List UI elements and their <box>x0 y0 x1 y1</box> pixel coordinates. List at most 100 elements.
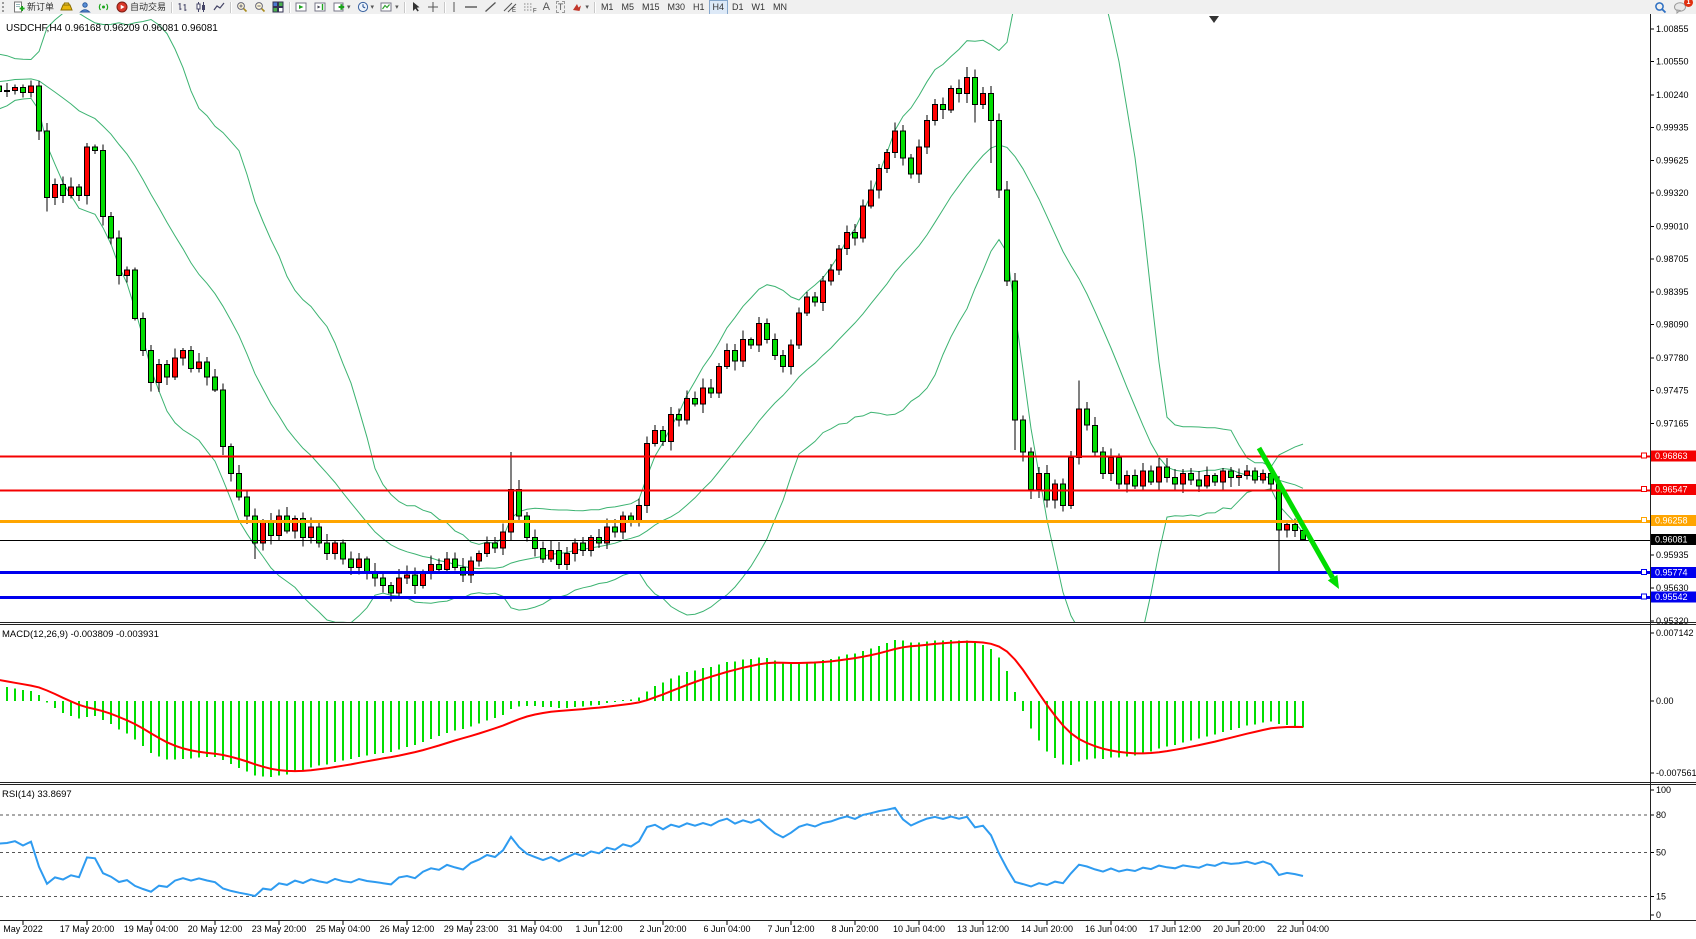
dropdown-caret-icon: ▾ <box>395 1 399 14</box>
crosshair-icon <box>427 1 439 13</box>
autotrading-button[interactable]: 自动交易 <box>113 0 169 15</box>
svg-text:0.99625: 0.99625 <box>1656 156 1689 166</box>
svg-text:23 May 20:00: 23 May 20:00 <box>252 924 307 934</box>
timeframe-m30-button[interactable]: M30 <box>663 0 689 15</box>
timeframe-w1-button[interactable]: W1 <box>748 0 770 15</box>
svg-text:0.00: 0.00 <box>1656 696 1674 706</box>
svg-text:2 Jun 20:00: 2 Jun 20:00 <box>639 924 686 934</box>
zoom-in-button[interactable] <box>233 0 251 15</box>
channel-tag: E <box>512 8 516 13</box>
svg-text:26 May 12:00: 26 May 12:00 <box>380 924 435 934</box>
timeframe-h4-button[interactable]: H4 <box>709 0 729 15</box>
timeframe-m1-button[interactable]: M1 <box>597 0 618 15</box>
signals-button[interactable] <box>94 0 113 15</box>
svg-text:1.00855: 1.00855 <box>1656 24 1689 34</box>
svg-text:10 Jun 04:00: 10 Jun 04:00 <box>893 924 945 934</box>
text-tool-button[interactable]: A <box>540 0 553 15</box>
zoom-in-icon <box>236 1 248 13</box>
svg-text:20 May 12:00: 20 May 12:00 <box>188 924 243 934</box>
svg-text:0.007142: 0.007142 <box>1656 628 1694 638</box>
autoscroll-button[interactable] <box>292 0 311 15</box>
autotrading-label: 自动交易 <box>130 1 166 14</box>
chart-title: USDCHF,H4 0.96168 0.96209 0.96081 0.9608… <box>6 23 218 34</box>
channel-button[interactable]: E <box>500 0 520 15</box>
timeframe-m15-button[interactable]: M15 <box>638 0 664 15</box>
svg-text:13 Jun 12:00: 13 Jun 12:00 <box>957 924 1009 934</box>
toolbar-separator <box>171 2 172 13</box>
svg-text:0.99010: 0.99010 <box>1656 221 1689 231</box>
chart-window[interactable]: USDCHF,H4 0.96168 0.96209 0.96081 0.9608… <box>0 14 1696 934</box>
svg-text:1 Jun 12:00: 1 Jun 12:00 <box>575 924 622 934</box>
svg-text:0.98090: 0.98090 <box>1656 320 1689 330</box>
svg-text:0.97780: 0.97780 <box>1656 353 1689 363</box>
toolbar-grip[interactable] <box>2 2 8 12</box>
indicators-dropdown-button[interactable]: ▾ <box>330 0 354 15</box>
svg-text:0.96863: 0.96863 <box>1655 451 1688 461</box>
svg-text:0.98705: 0.98705 <box>1656 254 1689 264</box>
svg-text:1.00550: 1.00550 <box>1656 57 1689 67</box>
svg-text:0: 0 <box>1656 910 1661 920</box>
fibonacci-button[interactable]: F <box>520 0 540 15</box>
timeframe-h1-button[interactable]: H1 <box>689 0 709 15</box>
toolbar-separator <box>289 2 290 13</box>
svg-text:7 Jun 12:00: 7 Jun 12:00 <box>767 924 814 934</box>
svg-text:0.98395: 0.98395 <box>1656 287 1689 297</box>
label-tool-button[interactable]: T <box>553 0 569 15</box>
arrows-dropdown-button[interactable]: ▾ <box>568 0 592 15</box>
svg-text:0.96081: 0.96081 <box>1655 535 1688 545</box>
dropdown-caret-icon: ▾ <box>347 1 351 14</box>
chart-candles-button[interactable] <box>192 0 210 15</box>
person-icon <box>79 1 91 13</box>
notifications-button[interactable]: 1 <box>1670 0 1690 15</box>
toolbar-separator <box>404 2 405 13</box>
svg-text:22 Jun 04:00: 22 Jun 04:00 <box>1277 924 1329 934</box>
trendline-button[interactable] <box>481 0 500 15</box>
svg-text:0.97475: 0.97475 <box>1656 386 1689 396</box>
new-order-icon <box>13 1 25 13</box>
svg-text:17 May 20:00: 17 May 20:00 <box>60 924 115 934</box>
search-icon <box>1654 1 1667 14</box>
notification-badge: 1 <box>1684 0 1693 7</box>
chart-shift-button[interactable] <box>311 0 330 15</box>
svg-text:8 Jun 20:00: 8 Jun 20:00 <box>831 924 878 934</box>
zoom-out-button[interactable] <box>251 0 269 15</box>
fibonacci-icon: F <box>523 1 537 13</box>
new-order-label: 新订单 <box>27 1 54 14</box>
cursor-button[interactable] <box>407 0 424 15</box>
usdchf-h4-chart-canvas[interactable]: USDCHF,H4 0.96168 0.96209 0.96081 0.9608… <box>0 14 1696 934</box>
label-tool-icon: T <box>556 1 566 13</box>
line-chart-icon <box>213 1 225 13</box>
svg-text:0.96258: 0.96258 <box>1655 516 1688 526</box>
templates-dropdown-button[interactable]: ▾ <box>377 0 402 15</box>
autotrading-icon <box>116 1 128 13</box>
trendline-icon <box>484 1 497 13</box>
svg-text:0.97165: 0.97165 <box>1656 419 1689 429</box>
crosshair-button[interactable] <box>424 0 442 15</box>
chart-bars-button[interactable] <box>174 0 192 15</box>
channel-icon: E <box>503 1 517 13</box>
toolbar-separator <box>594 2 595 13</box>
periods-dropdown-button[interactable]: ▾ <box>354 0 378 15</box>
timeframe-d1-button[interactable]: D1 <box>728 0 748 15</box>
svg-text:29 May 23:00: 29 May 23:00 <box>444 924 499 934</box>
template-icon <box>380 1 393 13</box>
autoscroll-icon <box>295 1 308 13</box>
tile-windows-button[interactable] <box>269 0 287 15</box>
svg-text:6 Jun 04:00: 6 Jun 04:00 <box>703 924 750 934</box>
svg-text:-0.007561: -0.007561 <box>1656 768 1696 778</box>
svg-text:14 Jun 20:00: 14 Jun 20:00 <box>1021 924 1073 934</box>
svg-text:0.99320: 0.99320 <box>1656 188 1689 198</box>
arrow-objects-icon <box>571 1 583 13</box>
timeframe-m5-button[interactable]: M5 <box>617 0 638 15</box>
new-order-button[interactable]: 新订单 <box>10 0 57 15</box>
profile-button[interactable] <box>76 0 94 15</box>
search-button[interactable] <box>1651 0 1670 15</box>
timeframe-mn-button[interactable]: MN <box>769 0 791 15</box>
deposit-button[interactable] <box>57 0 76 15</box>
chart-shift-icon <box>314 1 327 13</box>
chart-line-button[interactable] <box>210 0 228 15</box>
vertical-line-button[interactable] <box>447 0 461 15</box>
toolbar-separator <box>444 2 445 13</box>
horizontal-line-button[interactable] <box>461 0 481 15</box>
